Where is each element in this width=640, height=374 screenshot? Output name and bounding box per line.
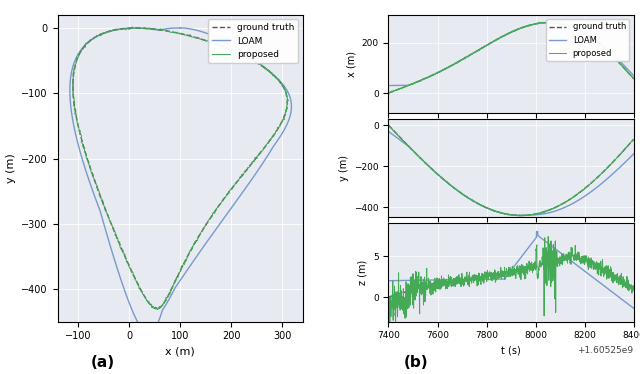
- proposed: [496, 35, 504, 39]
- Text: (b): (b): [404, 355, 428, 370]
- ground truth: [419, 77, 426, 82]
- proposed: [188, 34, 195, 39]
- LOAM: [525, 23, 533, 28]
- proposed: [419, 77, 426, 82]
- proposed: [141, 295, 149, 300]
- LOAM: [152, 325, 159, 329]
- Line: proposed: proposed: [72, 27, 289, 309]
- ground truth: [148, 304, 156, 309]
- LOAM: [181, 26, 189, 30]
- proposed: [525, 23, 533, 28]
- LOAM: [66, 88, 74, 92]
- LOAM: [545, 20, 553, 25]
- ground truth: [525, 23, 533, 28]
- Y-axis label: z (m): z (m): [358, 260, 367, 285]
- LOAM: [132, 26, 140, 30]
- proposed: [132, 25, 140, 30]
- LOAM: [419, 77, 426, 82]
- proposed: [472, 50, 479, 55]
- ground truth: [385, 91, 392, 95]
- LOAM: [92, 197, 99, 201]
- LOAM: [131, 26, 138, 30]
- proposed: [547, 20, 554, 24]
- X-axis label: x (m): x (m): [165, 347, 195, 357]
- Text: (a): (a): [90, 355, 115, 370]
- LOAM: [428, 73, 436, 78]
- proposed: [520, 25, 527, 30]
- proposed: [131, 26, 138, 31]
- LOAM: [146, 331, 154, 336]
- proposed: [385, 91, 392, 95]
- Y-axis label: y (m): y (m): [339, 155, 349, 181]
- proposed: [428, 73, 436, 78]
- proposed: [154, 307, 161, 312]
- LOAM: [145, 331, 152, 336]
- LOAM: [496, 36, 504, 40]
- ground truth: [69, 86, 77, 91]
- Line: proposed: proposed: [388, 22, 640, 93]
- LOAM: [472, 50, 479, 54]
- ground truth: [545, 20, 553, 25]
- ground truth: [141, 295, 149, 300]
- ground truth: [472, 50, 479, 54]
- Text: +1.60525e9: +1.60525e9: [577, 346, 634, 355]
- LOAM: [385, 83, 392, 88]
- LOAM: [138, 327, 146, 331]
- ground truth: [188, 34, 196, 39]
- ground truth: [97, 194, 104, 198]
- LOAM: [520, 25, 527, 29]
- LOAM: [177, 25, 184, 30]
- proposed: [69, 86, 77, 90]
- Line: LOAM: LOAM: [388, 22, 640, 89]
- Line: LOAM: LOAM: [70, 28, 291, 334]
- ground truth: [154, 306, 162, 311]
- ground truth: [131, 26, 138, 30]
- proposed: [154, 306, 162, 310]
- Legend: ground truth, LOAM, proposed: ground truth, LOAM, proposed: [546, 19, 629, 61]
- Y-axis label: x (m): x (m): [346, 51, 356, 77]
- Line: ground truth: ground truth: [73, 28, 287, 309]
- ground truth: [132, 26, 140, 30]
- Y-axis label: y (m): y (m): [6, 153, 16, 183]
- proposed: [129, 25, 136, 29]
- ground truth: [153, 306, 161, 311]
- proposed: [96, 193, 104, 197]
- Line: ground truth: ground truth: [388, 22, 640, 93]
- X-axis label: t (s): t (s): [501, 346, 521, 356]
- ground truth: [496, 36, 504, 40]
- ground truth: [428, 73, 436, 78]
- Legend: ground truth, LOAM, proposed: ground truth, LOAM, proposed: [208, 19, 298, 63]
- proposed: [148, 306, 156, 310]
- ground truth: [520, 25, 527, 29]
